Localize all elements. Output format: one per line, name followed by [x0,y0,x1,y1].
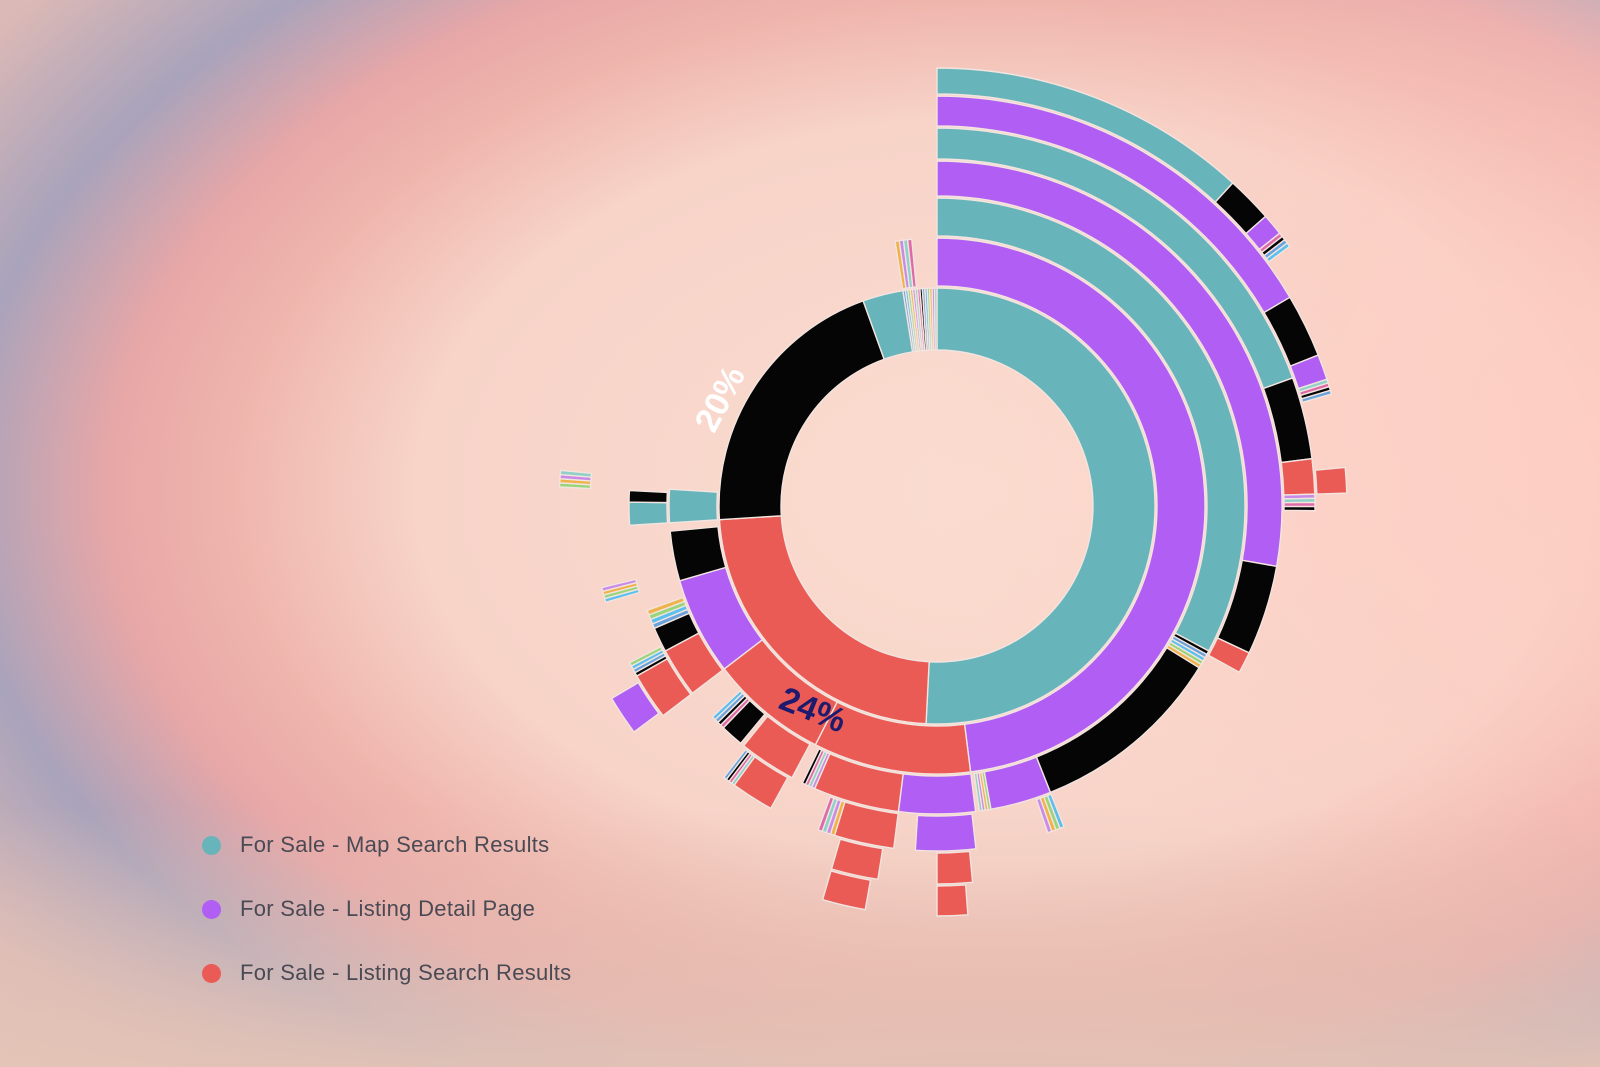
tail-sliver [1035,797,1053,834]
tail-sliver [711,689,744,721]
legend-dot-icon [202,899,221,919]
ring-2-segment [668,488,719,524]
ring-6-segment [1314,466,1348,495]
sunburst-slivers [558,232,1333,837]
ring-5-segment [610,681,660,733]
ring-1-misc-sliver [933,287,938,351]
legend-label: For Sale - Map Search Results [240,832,550,857]
ring-3-segment [628,489,669,504]
ring-3-segment [628,501,669,527]
ring-2-segment [936,237,1206,773]
ring-5-segment [830,838,884,881]
ring-5-segment [1280,457,1316,496]
legend-item-listing-search: For Sale - Listing Search Results [202,960,571,986]
tail-sliver [1165,643,1203,669]
ring-6-segment [821,870,872,911]
tail-sliver [722,748,749,781]
ring-6-segment [936,884,969,917]
legend-label: For Sale - Listing Search Results [240,960,572,985]
tail-sliver [1265,242,1291,263]
tail-sliver [559,469,593,478]
ring-1-segment [925,287,1156,725]
legend-dot-icon [202,963,221,983]
tail-sliver [1300,389,1333,404]
ring-4-segment [1207,637,1251,674]
legend-dot-icon [202,835,221,855]
legend-item-map-search: For Sale - Map Search Results [202,832,571,858]
tail-sliver [973,772,984,812]
legend-label: For Sale - Listing Detail Page [240,896,536,921]
tail-sliver [817,796,835,833]
ring-5-segment [936,850,974,885]
ring-4-segment [914,813,977,852]
tail-sliver [628,645,664,667]
tail-sliver [801,747,823,786]
ring-2-segment [669,525,727,582]
tail-sliver [1283,505,1316,512]
tail-sliver [600,578,638,593]
tail-sliver [906,238,918,289]
ring-3-segment [897,773,977,815]
legend: For Sale - Map Search Results For Sale -… [202,832,571,1024]
legend-item-listing-detail: For Sale - Listing Detail Page [202,896,571,922]
ring-3-segment [742,715,811,779]
tail-sliver [646,596,686,616]
sunburst-rings [610,67,1348,917]
ring-1-segment [718,299,886,521]
